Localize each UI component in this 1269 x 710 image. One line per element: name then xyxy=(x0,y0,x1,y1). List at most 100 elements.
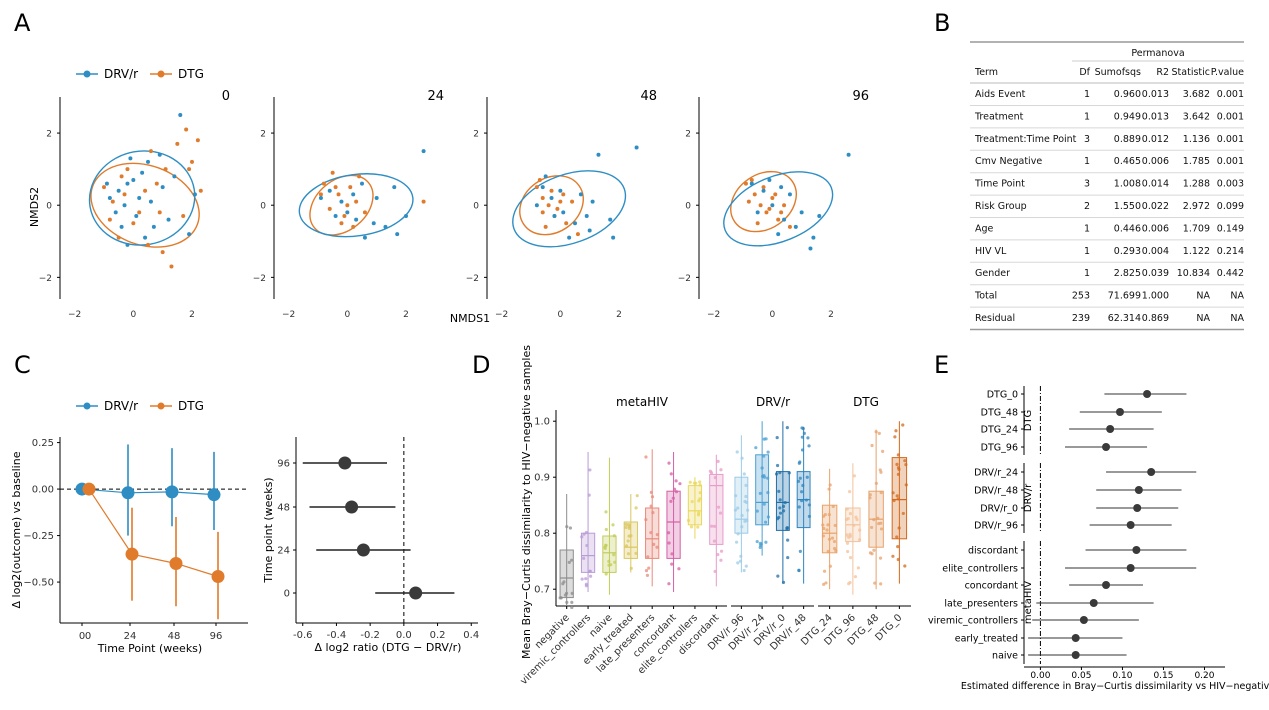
b-table-cell: NA xyxy=(1230,291,1244,302)
a-dtg-point xyxy=(746,199,751,204)
a-dtg-point xyxy=(175,141,180,146)
e-point xyxy=(1106,425,1115,433)
a-drv-point xyxy=(125,181,130,186)
e-row-label: viremic_controllers xyxy=(928,616,1018,627)
e-row-concordant: concordant xyxy=(965,581,1143,592)
d-jitter-point xyxy=(766,450,770,454)
d-jitter-point xyxy=(848,556,853,560)
d-jitter-point xyxy=(580,535,584,539)
d-jitter-point xyxy=(881,449,885,453)
e-row-DTG_0: DTG_0 xyxy=(987,390,1187,401)
a-dtg-point xyxy=(752,192,757,197)
a-drv-point xyxy=(166,217,171,222)
a-drv-point xyxy=(787,192,792,197)
d-jitter-point xyxy=(738,559,743,563)
c-right-xlabel: Δ log2 ratio (DTG − DRV/r) xyxy=(315,641,462,654)
d-jitter-point xyxy=(613,560,617,564)
d-jitter-point xyxy=(845,533,849,537)
d-jitter-point xyxy=(758,545,762,550)
d-jitter-point xyxy=(626,552,631,556)
e-xtick-label: 0.15 xyxy=(1153,671,1173,681)
e-point xyxy=(1079,616,1088,624)
e-row-label: DRV/r_48 xyxy=(974,486,1018,497)
a-drv-point xyxy=(543,174,548,179)
d-jitter-point xyxy=(800,435,804,439)
c-left-xtick-label: 96 xyxy=(210,631,223,642)
e-row-label: naive xyxy=(992,651,1018,662)
d-jitter-point xyxy=(777,489,781,493)
panel-letter-a: A xyxy=(14,9,31,37)
b-table-cell: 0.099 xyxy=(1217,201,1244,212)
a-dtg-point xyxy=(102,185,106,190)
c-left-xtick-label: 0 xyxy=(79,631,85,642)
d-jitter-point xyxy=(798,476,802,480)
d-jitter-point xyxy=(712,539,716,543)
d-jitter-point xyxy=(644,517,648,522)
b-table-cell: 0.214 xyxy=(1217,246,1244,257)
b-table-row: Cmv Negative 1 0.465 0.006 1.785 0.001 xyxy=(970,156,1244,174)
a-dtg-point xyxy=(555,206,560,211)
b-table-cell: 0.003 xyxy=(1217,179,1244,190)
a-dtg-ellipse xyxy=(519,175,584,236)
a-ytick-label: 0 xyxy=(260,202,266,212)
e-point xyxy=(1102,443,1111,451)
d-jitter-point xyxy=(612,553,616,557)
a-ytick-label: −2 xyxy=(466,274,479,284)
a-dtg-point xyxy=(336,192,341,197)
d-jitter-point xyxy=(629,534,633,538)
b-table-cell: 0.960 xyxy=(1114,89,1141,100)
a-dtg-point xyxy=(198,188,203,193)
d-jitter-point xyxy=(826,549,830,554)
d-jitter-point xyxy=(781,504,786,508)
b-table-cell: 1.000 xyxy=(1142,291,1169,302)
a-drv-point xyxy=(157,152,162,157)
a-dtg-point xyxy=(143,188,148,193)
a-ytick-label: 0 xyxy=(473,202,479,212)
d-jitter-point xyxy=(872,518,876,522)
d-jitter-point xyxy=(760,466,764,470)
d-jitter-point xyxy=(786,538,790,542)
e-row-label: DTG_24 xyxy=(981,425,1018,436)
d-jitter-point xyxy=(719,549,724,553)
a-drv-point xyxy=(549,196,554,200)
b-table-cell: 0.013 xyxy=(1142,111,1169,122)
e-row-label: DTG_96 xyxy=(981,443,1018,454)
d-jitter-point xyxy=(609,563,613,567)
d-jitter-point xyxy=(897,526,901,530)
d-jitter-point xyxy=(775,463,780,468)
e-row-viremic_controllers: viremic_controllers xyxy=(928,616,1139,627)
d-jitter-point xyxy=(652,542,656,546)
legend-a: DRV/r DTG xyxy=(76,67,204,81)
a-drv-point xyxy=(383,224,388,229)
a-dtg-point xyxy=(119,174,124,179)
b-table-cell: 0.001 xyxy=(1217,134,1244,145)
d-jitter-point xyxy=(582,532,586,536)
d-jitter-point xyxy=(743,519,747,523)
b-table-cell: 1.785 xyxy=(1183,156,1210,167)
d-jitter-point xyxy=(800,448,805,452)
d-ytick-label: 0.8 xyxy=(534,529,550,540)
d-jitter-point xyxy=(667,461,671,465)
a-drv-point xyxy=(140,170,145,175)
a-dtg-ellipse xyxy=(730,170,797,233)
d-jitter-point xyxy=(744,483,748,487)
d-jitter-point xyxy=(754,446,758,450)
a-dtg-point xyxy=(318,192,323,197)
a-dtg-point xyxy=(348,185,353,190)
d-jitter-point xyxy=(604,510,608,514)
b-table-cell: NA xyxy=(1230,313,1244,324)
d-jitter-point xyxy=(807,444,811,448)
b-col-header: Df xyxy=(1079,67,1090,78)
b-table-cell: 2 xyxy=(1084,201,1090,212)
d-jitter-point xyxy=(671,496,675,500)
a-ytick-label: −2 xyxy=(253,274,266,284)
c-left-series-line-0 xyxy=(81,488,215,496)
a-drv-point xyxy=(846,152,851,157)
e-point xyxy=(1147,468,1156,476)
d-jitter-point xyxy=(690,499,694,504)
b-table-cell: 0.014 xyxy=(1142,179,1169,190)
b-table-cell: 0.442 xyxy=(1217,268,1244,279)
e-row-label: DTG_0 xyxy=(987,390,1018,401)
a-dtg-point xyxy=(342,214,347,219)
a-drv-point xyxy=(404,214,408,219)
